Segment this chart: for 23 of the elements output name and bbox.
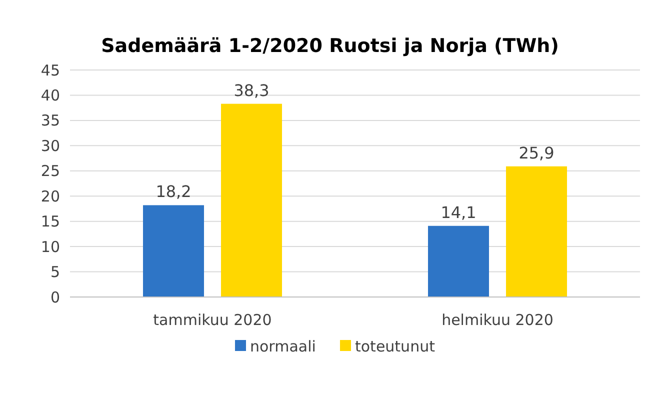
y-tick-label: 40 — [40, 86, 60, 104]
data-label: 14,1 — [440, 202, 476, 222]
y-tick-label: 20 — [40, 187, 60, 206]
y-tick-label: 10 — [40, 238, 60, 256]
bar — [221, 104, 282, 297]
y-tick-label: 0 — [50, 288, 60, 306]
data-label: 18,2 — [156, 182, 192, 202]
bar — [506, 166, 567, 297]
data-label: 38,3 — [234, 80, 270, 100]
y-tick-label: 45 — [40, 61, 60, 80]
y-tick-label: 30 — [40, 136, 60, 155]
legend-label: normaali — [250, 337, 316, 356]
x-tick-label: tammikuu 2020 — [153, 311, 272, 329]
y-tick-label: 25 — [40, 162, 60, 180]
legend-label: toteutunut — [355, 337, 436, 356]
y-tick-label: 35 — [40, 112, 60, 130]
x-tick-label: helmikuu 2020 — [442, 311, 554, 329]
chart-title: Sademäärä 1-2/2020 Ruotsi ja Norja (TWh) — [101, 35, 559, 57]
bar — [428, 226, 489, 297]
y-tick-label: 15 — [40, 212, 60, 231]
data-label: 25,9 — [518, 143, 554, 162]
y-tick-label: 5 — [50, 263, 60, 282]
bar — [143, 205, 204, 297]
